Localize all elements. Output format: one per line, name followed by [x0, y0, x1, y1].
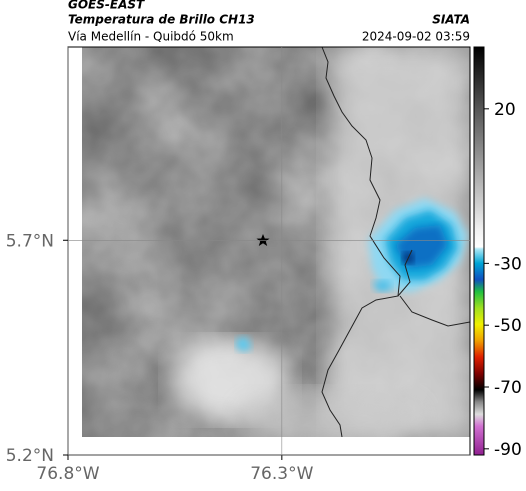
header-title: GOES-EAST [68, 0, 145, 12]
colorbar-tick-label: -70 [494, 378, 522, 398]
y-tick-label: 5.2°N [6, 446, 54, 466]
y-tick-label: 5.7°N [6, 231, 54, 251]
header-datetime: 2024-09-02 03:59 [362, 30, 470, 44]
header-region: Vía Medellín - Quibdó 50km [68, 30, 234, 44]
colorbar-tick-label: -50 [494, 316, 522, 336]
colorbar-tick-label: -30 [494, 254, 522, 274]
x-tick-label: 76.3°W [250, 464, 313, 484]
colorbar-tick-label: 20 [494, 100, 516, 120]
x-tick-label: 76.8°W [36, 464, 99, 484]
colorbar-tick-label: -90 [494, 440, 522, 460]
header-subtitle: Temperatura de Brillo CH13 [68, 13, 255, 27]
satellite-image [82, 47, 470, 437]
colorbar [473, 46, 485, 456]
header-source: SIATA [432, 13, 470, 27]
